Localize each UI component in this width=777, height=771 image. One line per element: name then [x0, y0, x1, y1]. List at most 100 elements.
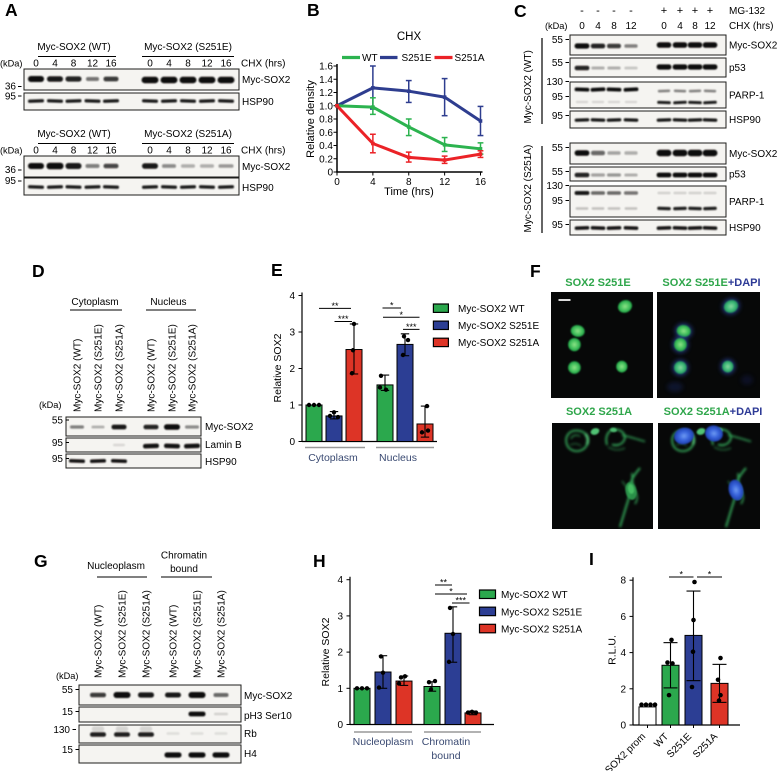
svg-text:+: + [661, 5, 667, 17]
svg-text:SOX2 S251E: SOX2 S251E [565, 277, 630, 289]
svg-text:SOX2 S251A: SOX2 S251A [566, 406, 632, 418]
svg-text:95: 95 [5, 176, 17, 187]
svg-text:55: 55 [552, 58, 564, 69]
svg-text:15: 15 [62, 707, 74, 718]
svg-text:Myc-SOX2: Myc-SOX2 [205, 422, 254, 433]
svg-text:Myc-SOX2 (S251A): Myc-SOX2 (S251A) [217, 590, 228, 678]
svg-text:-: - [596, 5, 600, 17]
svg-text:+: + [707, 5, 713, 17]
svg-text:130: 130 [53, 725, 70, 736]
svg-text:0: 0 [620, 721, 626, 732]
svg-text:4: 4 [52, 145, 58, 156]
svg-text:Chromatin: Chromatin [422, 736, 471, 748]
svg-text:Myc-SOX2 (WT): Myc-SOX2 (WT) [94, 605, 105, 678]
svg-text:8: 8 [71, 58, 77, 69]
svg-text:D: D [32, 261, 45, 281]
svg-text:Myc-SOX2 S251E: Myc-SOX2 S251E [501, 607, 582, 618]
svg-text:bound: bound [431, 750, 460, 762]
svg-text:95: 95 [552, 220, 564, 231]
svg-text:0: 0 [289, 437, 295, 448]
svg-text:pH3 Ser10: pH3 Ser10 [244, 711, 292, 722]
svg-text:R.L.U.: R.L.U. [607, 635, 619, 665]
svg-text:4: 4 [166, 145, 172, 156]
svg-text:S251A: S251A [691, 731, 720, 760]
svg-text:4: 4 [620, 648, 626, 659]
svg-text:55: 55 [552, 35, 564, 46]
svg-text:bound: bound [170, 564, 198, 575]
svg-text:Myc-SOX2 (WT): Myc-SOX2 (WT) [169, 605, 180, 678]
svg-text:PARP-1: PARP-1 [729, 91, 765, 102]
svg-text:***: *** [455, 596, 466, 606]
svg-text:H: H [313, 551, 326, 571]
svg-text:Myc-SOX2 (S251A): Myc-SOX2 (S251A) [188, 324, 199, 412]
svg-text:8: 8 [620, 576, 626, 587]
svg-text:Myc-SOX2 (WT): Myc-SOX2 (WT) [37, 129, 110, 140]
svg-text:Myc-SOX2 S251A: Myc-SOX2 S251A [458, 338, 539, 349]
svg-text:95: 95 [52, 438, 64, 449]
svg-text:1.4: 1.4 [319, 75, 333, 86]
svg-text:SOX2 prom: SOX2 prom [603, 731, 648, 771]
svg-text:55: 55 [552, 167, 564, 178]
svg-text:1.2: 1.2 [319, 88, 333, 99]
svg-text:130: 130 [546, 77, 563, 88]
svg-text:WT: WT [652, 731, 671, 750]
svg-text:Myc-SOX2 (S251A): Myc-SOX2 (S251A) [115, 324, 126, 412]
svg-text:**: ** [331, 301, 339, 311]
svg-text:2: 2 [620, 684, 626, 695]
svg-text:(kDa): (kDa) [39, 400, 61, 410]
svg-text:16: 16 [105, 145, 117, 156]
svg-text:4: 4 [337, 575, 343, 586]
svg-text:95: 95 [552, 111, 564, 122]
svg-text:S251A: S251A [455, 53, 485, 64]
svg-text:Time (hrs): Time (hrs) [384, 186, 434, 198]
svg-text:4: 4 [595, 21, 601, 32]
svg-text:WT: WT [362, 53, 378, 64]
svg-text:Relative SOX2: Relative SOX2 [320, 617, 332, 686]
svg-text:55: 55 [62, 685, 74, 696]
svg-text:6: 6 [620, 612, 626, 623]
svg-text:8: 8 [406, 177, 412, 188]
svg-text:S251E: S251E [402, 53, 432, 64]
svg-text:*: * [390, 301, 394, 311]
svg-text:Myc-SOX2 (S251E): Myc-SOX2 (S251E) [168, 324, 179, 412]
svg-text:**: ** [440, 578, 448, 588]
svg-text:16: 16 [220, 145, 232, 156]
svg-text:H4: H4 [244, 749, 257, 760]
svg-text:Myc-SOX2: Myc-SOX2 [242, 162, 291, 173]
svg-text:Myc-SOX2 (S251E): Myc-SOX2 (S251E) [144, 42, 232, 53]
svg-text:Myc-SOX2: Myc-SOX2 [729, 149, 777, 160]
svg-text:SOX2 S251A+DAPI: SOX2 S251A+DAPI [664, 406, 763, 418]
svg-text:0: 0 [147, 145, 153, 156]
svg-text:***: *** [406, 322, 417, 332]
svg-text:***: *** [338, 314, 349, 324]
svg-text:Chromatin: Chromatin [161, 551, 207, 562]
svg-text:(kDa): (kDa) [0, 58, 22, 68]
svg-text:I: I [589, 549, 594, 569]
svg-text:Myc-SOX2 (WT): Myc-SOX2 (WT) [73, 339, 84, 412]
svg-text:CHX (hrs): CHX (hrs) [729, 21, 773, 32]
svg-text:36: 36 [5, 82, 17, 93]
svg-text:95: 95 [52, 454, 64, 465]
svg-text:130: 130 [546, 181, 563, 192]
svg-text:0: 0 [33, 145, 39, 156]
svg-text:C: C [514, 1, 527, 21]
svg-text:Lamin B: Lamin B [205, 440, 242, 451]
svg-text:0: 0 [147, 58, 153, 69]
svg-text:*: * [449, 587, 453, 597]
svg-text:Myc-SOX2 (WT): Myc-SOX2 (WT) [37, 42, 110, 53]
svg-text:Myc-SOX2 (S251A): Myc-SOX2 (S251A) [142, 590, 153, 678]
svg-text:2: 2 [289, 364, 295, 375]
svg-text:Myc-SOX2 (S251E): Myc-SOX2 (S251E) [193, 590, 204, 678]
svg-text:16: 16 [105, 58, 117, 69]
svg-text:8: 8 [185, 145, 191, 156]
svg-text:12: 12 [87, 145, 99, 156]
svg-text:1: 1 [337, 684, 343, 695]
svg-text:Myc-SOX2: Myc-SOX2 [729, 41, 777, 52]
svg-text:HSP90: HSP90 [242, 97, 274, 108]
svg-text:8: 8 [611, 21, 617, 32]
svg-text:-: - [629, 5, 633, 17]
svg-text:12: 12 [439, 177, 451, 188]
svg-text:16: 16 [220, 58, 232, 69]
svg-text:95: 95 [552, 196, 564, 207]
svg-text:+: + [677, 5, 683, 17]
